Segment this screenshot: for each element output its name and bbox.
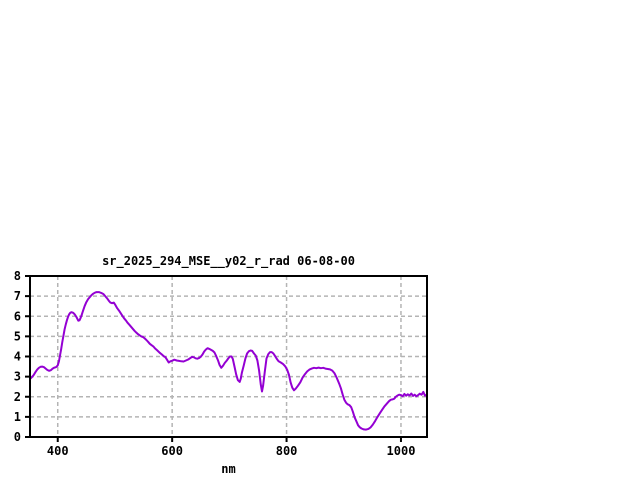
y-tick-label: 0 — [14, 430, 21, 444]
y-tick-label: 3 — [14, 370, 21, 384]
y-tick-label: 4 — [14, 350, 21, 364]
x-tick-label: 800 — [276, 444, 298, 458]
chart-title: sr_2025_294_MSE__y02_r_rad 06-08-00 — [102, 254, 355, 268]
y-tick-label: 1 — [14, 410, 21, 424]
x-tick-label: 600 — [161, 444, 183, 458]
y-tick-label: 8 — [14, 269, 21, 283]
y-tick-label: 6 — [14, 309, 21, 323]
series-line — [29, 291, 428, 431]
y-tick-label: 2 — [14, 390, 21, 404]
x-tick-label: 1000 — [387, 444, 416, 458]
y-tick-label: 7 — [14, 289, 21, 303]
y-tick-label: 5 — [14, 329, 21, 343]
x-axis-label: nm — [221, 462, 236, 476]
x-tick-label: 400 — [47, 444, 69, 458]
